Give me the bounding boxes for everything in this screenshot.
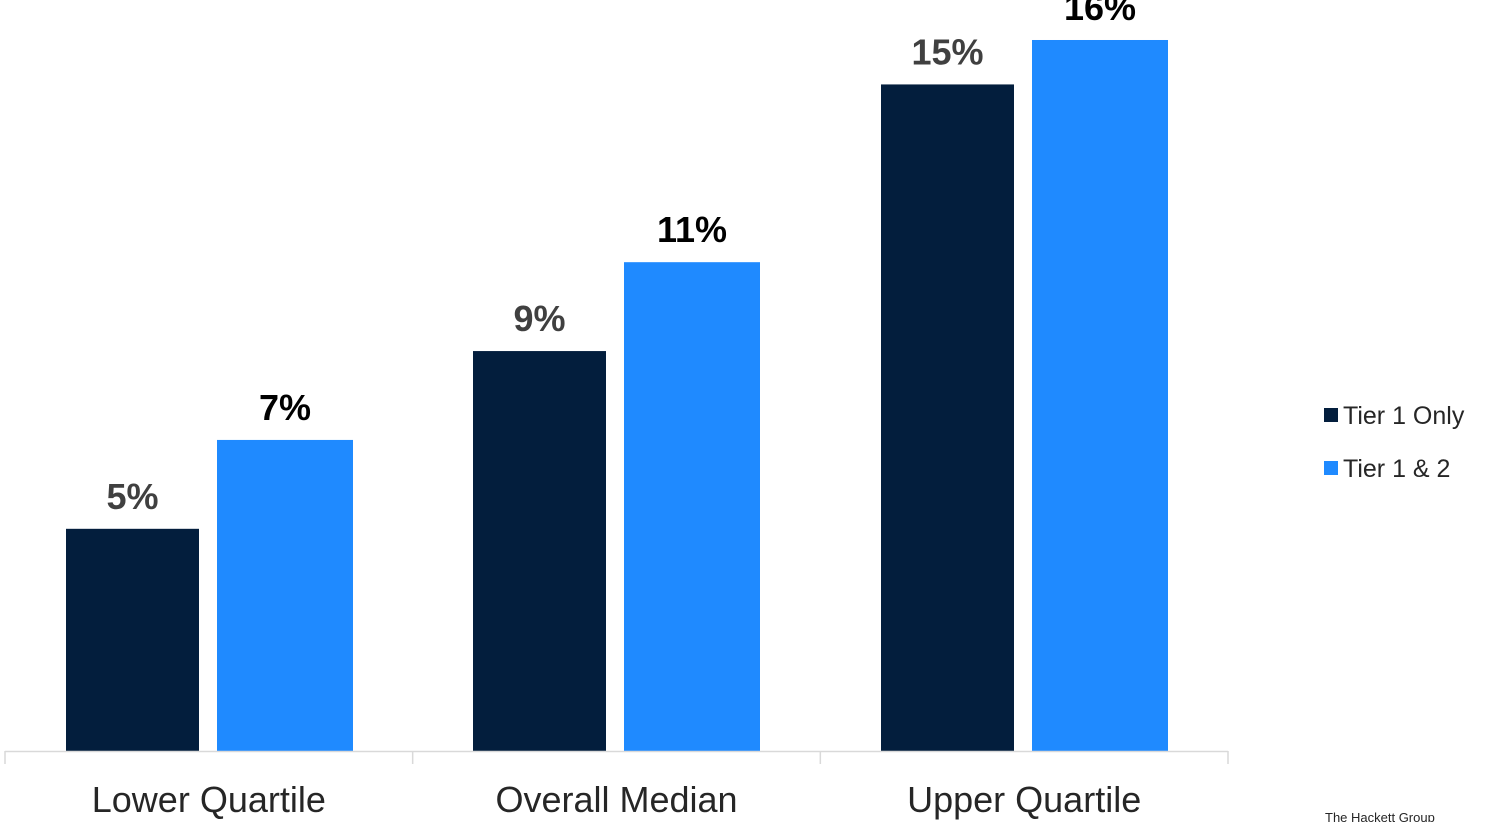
x-axis [4, 750, 1229, 764]
legend-label-0: Tier 1 Only [1343, 402, 1465, 430]
bar-1-0 [473, 351, 606, 751]
value-label-1-0: 9% [513, 298, 565, 339]
bars-group [66, 39, 1168, 752]
value-label-2-0: 15% [911, 31, 983, 72]
category-label-0: Lower Quartile [92, 779, 326, 820]
value-label-0-0: 5% [106, 476, 158, 517]
legend-swatch-1 [1324, 461, 1338, 475]
bar-0-1 [217, 439, 353, 751]
category-label-2: Upper Quartile [907, 779, 1141, 820]
category-label-1: Overall Median [495, 779, 737, 820]
value-labels-group: 5% 9% 15% 7% 11% 16% [106, 0, 1136, 517]
bar-1-1 [624, 262, 760, 751]
value-label-0-1: 7% [259, 387, 311, 428]
legend-label-1: Tier 1 & 2 [1343, 455, 1450, 483]
value-label-1-1: 11% [657, 209, 727, 250]
source-note: The Hackett Group [1325, 810, 1435, 822]
bar-0-0 [66, 528, 199, 751]
legend: Tier 1 Only Tier 1 & 2 [1324, 402, 1465, 483]
legend-swatch-0 [1324, 408, 1338, 422]
value-label-2-1: 16% [1064, 0, 1136, 28]
bar-2-1 [1032, 39, 1168, 752]
category-labels-group: Lower Quartile Overall Median Upper Quarti… [92, 779, 1141, 820]
bar-2-0 [881, 84, 1014, 752]
